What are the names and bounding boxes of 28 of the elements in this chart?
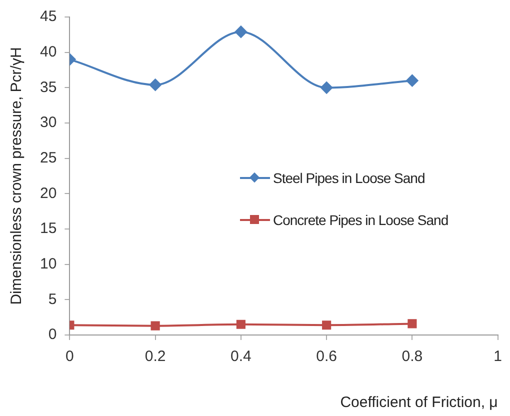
y-tick-label: 25 — [40, 149, 57, 166]
point — [234, 26, 247, 38]
x-tick-label: 0 — [66, 348, 74, 366]
point — [406, 74, 418, 87]
x-tick-label: 0.4 — [230, 348, 252, 366]
y-tick-label: 40 — [40, 43, 57, 60]
point — [236, 320, 246, 329]
y-tick-label: 35 — [40, 78, 57, 96]
y-tick-label: 0 — [48, 326, 57, 344]
point — [149, 78, 162, 91]
point — [150, 321, 160, 330]
x-tick-label: 0.2 — [144, 348, 166, 366]
x-axis-title: Coefficient of Friction, μ — [340, 394, 498, 412]
y-tick-label: 5 — [48, 290, 57, 308]
x-tick-label: 1 — [494, 348, 502, 366]
y-axis-title: Dimensionless crown pressure, Pcr/γH — [8, 47, 26, 305]
x-tick-label: 0.6 — [316, 348, 337, 366]
y-tick-label: 45 — [40, 8, 57, 26]
y-tick-label: 15 — [40, 220, 57, 238]
y-tick-label: 20 — [40, 184, 57, 202]
point — [408, 319, 417, 328]
legend-label: Steel Pipes in Loose Sand — [273, 170, 425, 186]
legend-label: Concrete Pipes in Loose Sand — [273, 212, 448, 228]
point — [322, 320, 332, 330]
point — [320, 82, 333, 94]
y-tick-label: 10 — [40, 255, 57, 272]
y-tick-label: 30 — [40, 114, 57, 132]
x-tick-label: 0.8 — [402, 348, 423, 366]
